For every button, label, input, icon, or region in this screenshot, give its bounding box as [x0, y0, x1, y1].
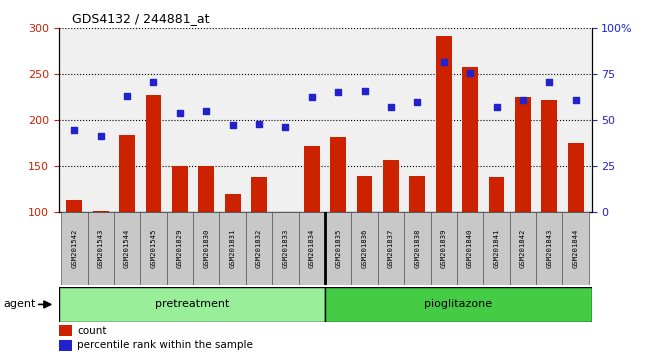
Bar [484, 212, 510, 285]
Bar [352, 212, 378, 285]
Bar [119, 135, 135, 212]
Text: GSM201830: GSM201830 [203, 229, 209, 268]
Bar [383, 160, 399, 212]
Bar [298, 212, 325, 285]
Text: GSM201545: GSM201545 [151, 229, 157, 268]
Bar [251, 177, 267, 212]
Text: GSM201839: GSM201839 [441, 229, 447, 268]
Bar [541, 100, 557, 212]
Text: pretreatment: pretreatment [155, 299, 229, 309]
Bar [404, 212, 430, 285]
Point [69, 127, 79, 132]
Text: count: count [77, 326, 107, 336]
Text: GSM201834: GSM201834 [309, 229, 315, 268]
Point [333, 89, 343, 95]
Text: GSM201835: GSM201835 [335, 229, 341, 268]
Point [385, 104, 396, 109]
Point [122, 93, 133, 98]
Point [544, 79, 554, 85]
Bar [146, 95, 161, 212]
Bar [304, 146, 320, 212]
Bar [172, 166, 188, 212]
Bar [58, 325, 72, 336]
Text: GSM201544: GSM201544 [124, 229, 130, 268]
Point [201, 108, 211, 114]
Bar [515, 97, 531, 212]
Bar [562, 212, 589, 285]
Bar [88, 212, 114, 285]
Bar [536, 212, 562, 285]
Point [439, 59, 449, 65]
Text: percentile rank within the sample: percentile rank within the sample [77, 341, 253, 350]
Bar [66, 200, 83, 212]
Bar [61, 212, 88, 285]
Bar [140, 212, 166, 285]
Point [148, 79, 159, 85]
Point [491, 104, 502, 109]
Bar [330, 137, 346, 212]
Bar [357, 176, 372, 212]
Bar [198, 166, 214, 212]
Bar [430, 212, 457, 285]
Bar [325, 212, 352, 285]
Bar [93, 211, 109, 212]
Bar [114, 212, 140, 285]
Text: GSM201842: GSM201842 [520, 229, 526, 268]
Bar [272, 212, 298, 285]
Text: GSM201829: GSM201829 [177, 229, 183, 268]
Text: GDS4132 / 244881_at: GDS4132 / 244881_at [72, 12, 209, 25]
Bar [410, 176, 425, 212]
Text: GSM201833: GSM201833 [282, 229, 289, 268]
Bar [567, 143, 584, 212]
Point [571, 97, 581, 103]
Bar [462, 67, 478, 212]
Point [517, 97, 528, 103]
Text: GSM201840: GSM201840 [467, 229, 473, 268]
Text: GSM201831: GSM201831 [229, 229, 236, 268]
Text: GSM201543: GSM201543 [98, 229, 104, 268]
Text: GSM201844: GSM201844 [573, 229, 578, 268]
Point [359, 88, 370, 94]
Bar [220, 212, 246, 285]
Text: GSM201841: GSM201841 [493, 229, 499, 268]
Bar [58, 340, 72, 351]
Bar [58, 287, 325, 322]
Bar [457, 212, 484, 285]
Text: GSM201843: GSM201843 [546, 229, 552, 268]
Text: GSM201837: GSM201837 [388, 229, 394, 268]
Bar [436, 36, 452, 212]
Bar [489, 177, 504, 212]
Bar [225, 194, 240, 212]
Bar [325, 287, 592, 322]
Bar [510, 212, 536, 285]
Bar [246, 212, 272, 285]
Bar [193, 212, 220, 285]
Point [175, 110, 185, 116]
Text: agent: agent [3, 299, 36, 309]
Text: GSM201836: GSM201836 [361, 229, 368, 268]
Point [280, 124, 291, 130]
Point [307, 95, 317, 100]
Text: GSM201542: GSM201542 [72, 229, 77, 268]
Bar [166, 212, 193, 285]
Text: pioglitazone: pioglitazone [424, 299, 492, 309]
Point [412, 99, 423, 105]
Point [227, 122, 238, 128]
Text: GSM201832: GSM201832 [256, 229, 262, 268]
Point [96, 133, 106, 139]
Text: GSM201838: GSM201838 [414, 229, 421, 268]
Point [254, 121, 265, 127]
Bar [378, 212, 404, 285]
Point [465, 70, 475, 76]
